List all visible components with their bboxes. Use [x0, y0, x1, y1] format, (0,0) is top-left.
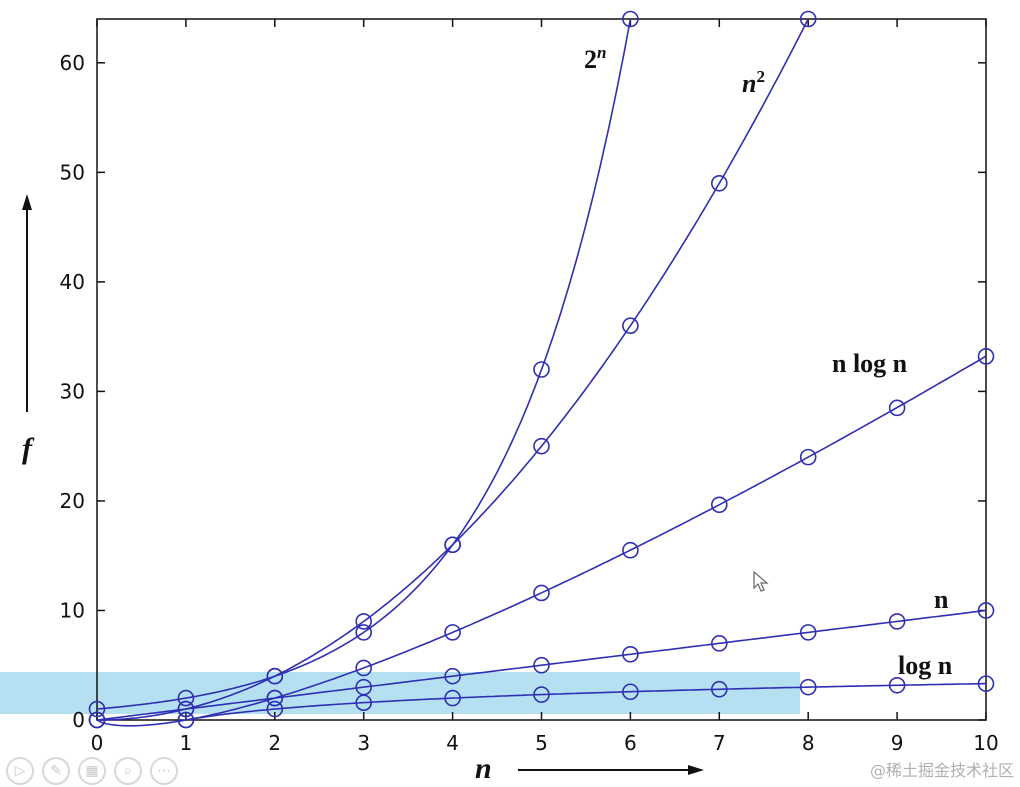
y-tick-label: 50: [60, 160, 85, 184]
y-tick-label: 10: [60, 598, 85, 622]
data-point: [622, 645, 639, 663]
y-tick-label: 40: [60, 270, 85, 294]
data-point: [977, 348, 995, 365]
series-label-base: n: [742, 69, 756, 98]
data-point: [533, 361, 550, 378]
y-axis-arrow: [22, 194, 32, 412]
data-point: [177, 700, 195, 718]
mouse-cursor-icon: [753, 570, 769, 592]
x-tick-label: 4: [446, 731, 459, 755]
series-label: n: [934, 585, 949, 614]
y-tick-label: 20: [60, 489, 85, 513]
series-line: [185, 682, 987, 721]
data-point: [444, 689, 461, 707]
data-point: [177, 711, 195, 729]
more-icon[interactable]: ⋯: [150, 757, 178, 785]
series-line: [96, 18, 632, 710]
watermark: @稀土掘金技术社区: [869, 761, 1014, 780]
series-label: log n: [898, 651, 953, 680]
x-axis-arrow: [518, 765, 704, 775]
data-point: [266, 667, 284, 685]
data-point: [888, 613, 906, 630]
data-point: [622, 10, 639, 28]
play-icon[interactable]: ▷: [6, 757, 34, 785]
data-point: [355, 694, 373, 711]
data-point: [622, 683, 639, 701]
data-point: [710, 174, 728, 192]
data-point: [355, 613, 373, 630]
pen-icon[interactable]: ✎: [42, 757, 70, 785]
data-point: [533, 656, 550, 674]
y-tick-label: 60: [60, 51, 85, 75]
series-label: n log n: [832, 349, 908, 378]
y-axis-label: f: [22, 432, 35, 465]
y-tick-label: 30: [60, 379, 85, 403]
series-line: [97, 18, 809, 721]
x-tick-label: 9: [891, 731, 904, 755]
data-point: [888, 399, 906, 417]
data-point: [266, 700, 284, 718]
x-tick-label: 7: [713, 731, 726, 755]
data-point: [799, 678, 817, 696]
data-point: [977, 602, 995, 619]
series-line: [96, 355, 987, 727]
data-point: [88, 700, 106, 718]
presentation-toolbar: ▷ ✎ ▦ ⌕ ⋯: [0, 755, 184, 787]
series-line: [96, 609, 987, 721]
slides-icon[interactable]: ▦: [78, 757, 106, 785]
series-label-superscript: 2: [756, 67, 765, 86]
data-point: [533, 686, 550, 703]
data-point: [533, 584, 550, 602]
data-point: [710, 496, 728, 514]
data-point: [444, 624, 461, 641]
x-tick-label: 8: [802, 731, 815, 755]
data-point: [88, 711, 106, 729]
data-point: [355, 624, 373, 641]
x-tick-label: 5: [535, 731, 548, 755]
series-curves: [96, 18, 987, 727]
highlight-band: [0, 672, 800, 714]
zoom-icon[interactable]: ⌕: [114, 757, 142, 785]
data-point: [177, 689, 195, 707]
x-tick-label: 6: [624, 731, 637, 755]
series-label: n2: [742, 67, 765, 98]
y-axis-ticks: 0 10 20 30 40 50 60: [60, 51, 986, 732]
series-markers: [88, 10, 995, 729]
data-point: [444, 536, 461, 554]
x-tick-label: 0: [91, 731, 104, 755]
data-point: [799, 10, 817, 28]
data-point: [266, 689, 284, 707]
x-tick-label: 1: [180, 731, 193, 755]
data-point: [799, 448, 817, 466]
series-label: 2n: [584, 43, 606, 74]
x-tick-label: 10: [973, 731, 998, 755]
data-point: [444, 667, 461, 685]
data-point: [977, 675, 995, 692]
data-point: [533, 437, 550, 455]
x-axis-label: n: [475, 752, 492, 785]
data-point: [622, 541, 639, 559]
x-tick-label: 3: [357, 731, 370, 755]
data-point: [622, 317, 639, 334]
series-label-base: 2: [584, 45, 597, 74]
x-axis-ticks: 0 1 2 3 4 5 6 7 8 9 10: [91, 19, 999, 755]
data-point: [710, 635, 728, 652]
series-label-superscript: n: [597, 43, 606, 62]
data-point: [710, 680, 728, 698]
data-point: [355, 659, 373, 677]
data-point: [799, 624, 817, 641]
x-tick-label: 2: [268, 731, 281, 755]
data-point: [888, 676, 906, 694]
y-tick-label: 0: [72, 708, 85, 732]
